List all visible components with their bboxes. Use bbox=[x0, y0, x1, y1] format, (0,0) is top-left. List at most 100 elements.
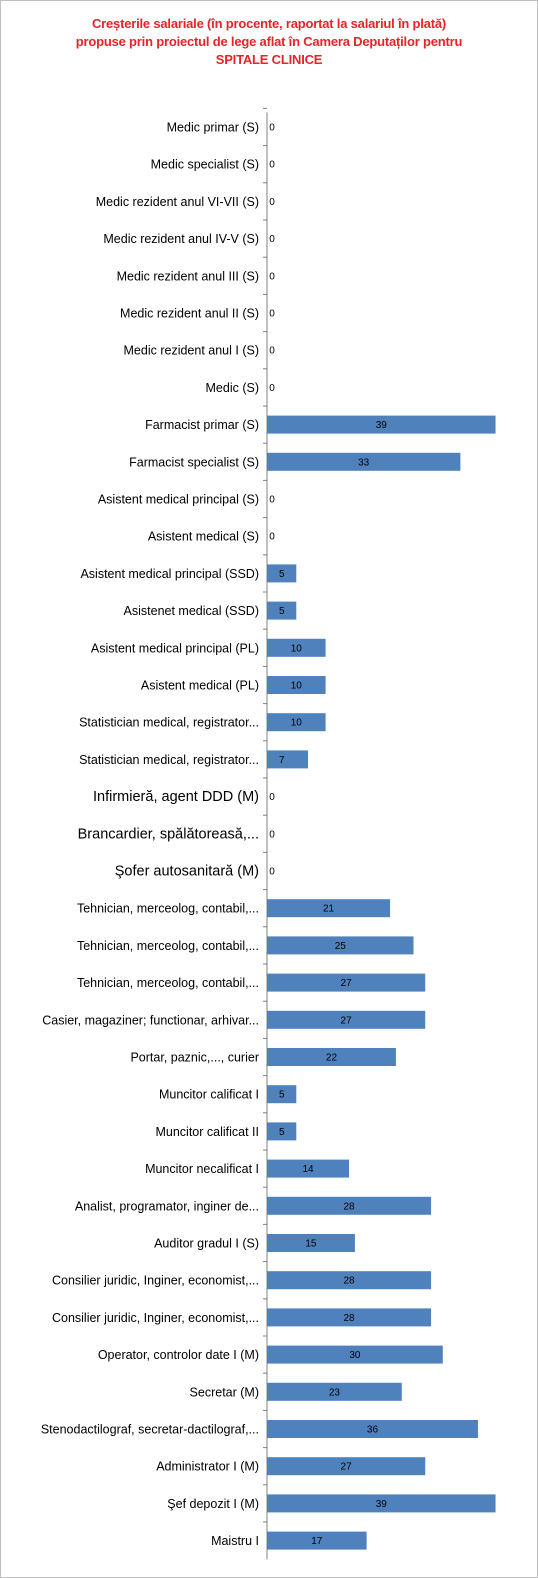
chart-title-line-1: Creșterile salariale (în procente, rapor… bbox=[91, 16, 447, 31]
bar bbox=[267, 1196, 432, 1215]
category-label: Tehnician, merceolog, contabil,... bbox=[77, 939, 259, 953]
value-label: 5 bbox=[279, 1127, 285, 1138]
category-label: Medic rezident anul IV-V (S) bbox=[103, 232, 259, 246]
category-label: Consilier juridic, Inginer, economist,..… bbox=[52, 1274, 259, 1288]
value-label: 22 bbox=[326, 1053, 338, 1064]
category-label: Medic rezident anul I (S) bbox=[124, 344, 259, 358]
value-label: 14 bbox=[302, 1164, 314, 1175]
category-label: Analist, programator, inginer de... bbox=[75, 1199, 259, 1213]
value-label: 30 bbox=[349, 1350, 361, 1361]
bar bbox=[267, 1010, 426, 1029]
bar bbox=[267, 601, 297, 620]
category-label: Casier, magaziner; functionar, arhivar..… bbox=[42, 1013, 259, 1027]
value-label: 25 bbox=[335, 941, 347, 952]
category-label: Statistician medical, registrator... bbox=[79, 753, 259, 767]
value-label: 7 bbox=[279, 755, 285, 766]
value-label: 21 bbox=[323, 904, 335, 915]
value-label: 17 bbox=[311, 1536, 323, 1547]
bar bbox=[267, 899, 391, 918]
category-label: Consilier juridic, Inginer, economist,..… bbox=[52, 1311, 259, 1325]
bar bbox=[267, 973, 426, 992]
value-label: 10 bbox=[291, 718, 303, 729]
value-label: 0 bbox=[269, 234, 275, 245]
bar bbox=[267, 564, 297, 583]
value-label: 0 bbox=[269, 532, 275, 543]
category-label: Medic rezident anul VI-VII (S) bbox=[96, 195, 259, 209]
value-label: 0 bbox=[269, 123, 275, 134]
category-label: Farmacist primar (S) bbox=[145, 418, 259, 432]
bar bbox=[267, 1234, 355, 1252]
bar bbox=[267, 638, 326, 657]
category-label: Brancardier, spălătoreasă,... bbox=[78, 826, 259, 842]
category-label: Asistent medical principal (PL) bbox=[91, 641, 259, 655]
category-label: Asistenet medical (SSD) bbox=[124, 604, 259, 618]
category-label: Asistent medical (PL) bbox=[141, 679, 259, 693]
bar bbox=[267, 1420, 478, 1438]
bar bbox=[267, 1122, 297, 1141]
category-label: Secretar (M) bbox=[190, 1385, 259, 1399]
category-label: Operator, controlor date I (M) bbox=[98, 1348, 259, 1362]
category-label: Tehnician, merceolog, contabil,... bbox=[77, 902, 259, 916]
category-label: Infirmieră, agent DDD (M) bbox=[93, 789, 259, 805]
value-label: 0 bbox=[269, 271, 275, 282]
bar bbox=[267, 452, 461, 471]
category-label: Asistent medical (S) bbox=[148, 530, 259, 544]
bar bbox=[267, 1159, 350, 1178]
value-label: 33 bbox=[358, 457, 370, 468]
bar bbox=[267, 1494, 496, 1513]
category-label: Farmacist specialist (S) bbox=[129, 455, 259, 469]
value-label: 0 bbox=[269, 309, 275, 320]
category-label: Asistent medical principal (S) bbox=[98, 493, 259, 507]
value-label: 23 bbox=[329, 1387, 341, 1398]
value-label: 0 bbox=[269, 346, 275, 357]
bar bbox=[267, 713, 326, 732]
chart-title: Creșterile salariale (în procente, rapor… bbox=[1, 15, 537, 69]
bar bbox=[267, 1308, 432, 1327]
value-label: 27 bbox=[341, 1462, 353, 1473]
bar bbox=[267, 1531, 367, 1550]
value-label: 0 bbox=[269, 829, 275, 840]
value-label: 27 bbox=[341, 978, 353, 989]
bar bbox=[267, 1271, 432, 1290]
category-label: Auditor gradul I (S) bbox=[154, 1237, 259, 1251]
bar bbox=[267, 1048, 396, 1066]
bar bbox=[267, 750, 309, 769]
value-label: 28 bbox=[343, 1313, 355, 1324]
value-label: 10 bbox=[291, 681, 303, 692]
category-label: Administrator I (M) bbox=[156, 1460, 259, 1474]
chart-title-line-3: SPITALE CLINICE bbox=[215, 52, 323, 67]
value-label: 28 bbox=[343, 1201, 355, 1212]
value-label: 5 bbox=[279, 1090, 285, 1101]
bar bbox=[267, 1345, 443, 1364]
bar bbox=[267, 1382, 402, 1401]
category-label: Medic primar (S) bbox=[167, 121, 259, 135]
bar bbox=[267, 676, 326, 694]
category-label: Şofer autosanitară (M) bbox=[115, 864, 259, 880]
category-label: Şef depozit I (M) bbox=[167, 1497, 259, 1511]
value-label: 27 bbox=[341, 1015, 353, 1026]
category-label: Medic specialist (S) bbox=[151, 158, 259, 172]
bar bbox=[267, 936, 414, 955]
value-label: 0 bbox=[269, 495, 275, 506]
value-label: 39 bbox=[376, 1499, 388, 1510]
bar bbox=[267, 415, 496, 434]
value-label: 28 bbox=[343, 1276, 355, 1287]
category-label: Medic (S) bbox=[206, 381, 259, 395]
category-label: Stenodactilograf, secretar-dactilograf,.… bbox=[41, 1423, 259, 1437]
bar bbox=[267, 1085, 297, 1104]
category-label: Asistent medical principal (SSD) bbox=[80, 567, 259, 581]
category-label: Muncitor calificat II bbox=[155, 1125, 259, 1139]
value-label: 0 bbox=[269, 197, 275, 208]
value-label: 15 bbox=[305, 1239, 317, 1250]
category-label: Muncitor necalificat I bbox=[145, 1162, 259, 1176]
category-label: Tehnician, merceolog, contabil,... bbox=[77, 976, 259, 990]
value-label: 0 bbox=[269, 867, 275, 878]
chart-title-line-2: propuse prin proiectul de lege aflat în … bbox=[75, 34, 463, 49]
value-label: 5 bbox=[279, 569, 285, 580]
bar bbox=[267, 1457, 426, 1476]
category-label: Medic rezident anul III (S) bbox=[117, 269, 259, 283]
category-label: Medic rezident anul II (S) bbox=[120, 307, 259, 321]
category-label: Portar, paznic,..., curier bbox=[130, 1051, 259, 1065]
